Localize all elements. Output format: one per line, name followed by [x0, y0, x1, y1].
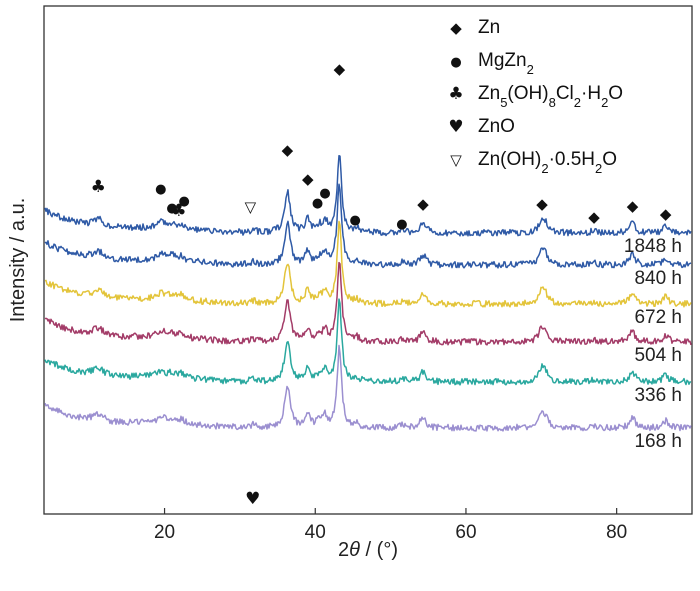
legend-symbol: ♣ — [448, 84, 463, 104]
series-line-336h — [44, 298, 692, 386]
series-line-672h — [44, 220, 692, 308]
series-label: 1848 h — [624, 236, 682, 257]
x-axis-title: 2θ / (°) — [338, 539, 398, 561]
peak-marker: ♥ — [245, 489, 260, 509]
legend-symbol: ▽ — [450, 151, 462, 169]
legend-symbol: ◆ — [450, 19, 462, 37]
peak-marker: ● — [350, 213, 361, 228]
legend-label: ZnO — [478, 116, 515, 137]
peak-marker: ● — [178, 194, 189, 209]
series-line-840h — [44, 183, 692, 269]
series-line-168h — [44, 344, 692, 432]
legend-symbol: ● — [450, 55, 461, 70]
series-label: 168 h — [634, 431, 682, 452]
series-labels: 1848 h 840 h 672 h 504 h 336 h 168 h — [624, 236, 682, 452]
peak-marker: ● — [312, 196, 323, 211]
peak-marker: ● — [396, 217, 407, 232]
series-group — [44, 154, 692, 432]
plot-frame — [43, 5, 693, 515]
x-axis: 20 40 60 80 — [154, 508, 627, 543]
legend-label: Zn — [478, 17, 500, 38]
x-tick-label: 80 — [606, 522, 627, 543]
peak-marker: ♣ — [171, 201, 186, 221]
peak-marker: ◆ — [627, 197, 639, 215]
peak-marker: ◆ — [282, 141, 294, 159]
peak-marker: ● — [155, 182, 166, 197]
series-label: 504 h — [634, 345, 682, 366]
legend-symbol: ♥ — [448, 117, 463, 137]
series-label: 840 h — [634, 268, 682, 289]
peak-marker: ◆ — [302, 170, 314, 188]
series-line-1848h — [44, 154, 692, 237]
x-tick-label: 20 — [154, 522, 175, 543]
series-label: 672 h — [634, 307, 682, 328]
y-axis-title: Intensity / a.u. — [7, 198, 29, 323]
x-tick-label: 40 — [305, 522, 326, 543]
legend-label: Zn5(OH)8Cl2·H2O — [478, 83, 623, 110]
series-line-504h — [44, 261, 692, 346]
peak-marker: ● — [319, 186, 330, 201]
x-tick-label: 60 — [455, 522, 476, 543]
peak-marker: ◆ — [588, 208, 600, 226]
peak-marker: ● — [166, 201, 177, 216]
legend-label: MgZn2 — [478, 50, 534, 77]
peak-annotations: ♣ ●●♣● ▽◆◆●●◆● ●◆ ◆◆◆ ◆♥ — [91, 60, 672, 509]
series-label: 336 h — [634, 385, 682, 406]
peak-marker: ▽ — [245, 198, 257, 216]
peak-marker: ◆ — [334, 60, 346, 78]
legend: ◆ Zn ● MgZn2 ♣ Zn5(OH)8Cl2·H2O ♥ ZnO ▽ Zn(OH)2·0.… — [448, 17, 623, 176]
peak-marker: ◆ — [660, 205, 672, 223]
legend-label: Zn(OH)2·0.5H2O — [478, 149, 617, 176]
peak-marker: ◆ — [417, 195, 429, 213]
peak-marker: ◆ — [536, 195, 548, 213]
peak-marker: ♣ — [91, 177, 106, 197]
